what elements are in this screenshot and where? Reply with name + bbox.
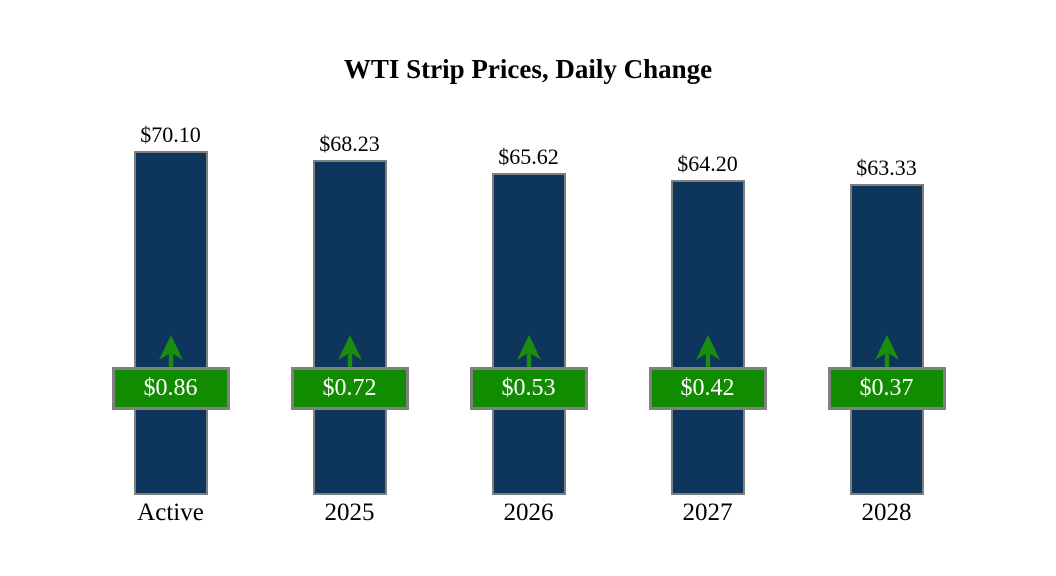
up-arrow-icon bbox=[695, 335, 720, 367]
price-bar bbox=[133, 151, 208, 495]
category-label: 2027 bbox=[682, 499, 733, 526]
chart-column-2028: $63.33 $0.37 2028 bbox=[797, 0, 976, 576]
up-arrow-icon bbox=[337, 335, 362, 367]
bar-value-label: $63.33 bbox=[856, 155, 917, 180]
bar-value-label: $65.62 bbox=[498, 144, 559, 169]
daily-change-value: $0.86 bbox=[143, 375, 198, 401]
bar-value-label: $68.23 bbox=[319, 131, 380, 156]
bar-value-label: $70.10 bbox=[140, 122, 201, 147]
daily-change-value: $0.53 bbox=[501, 375, 556, 401]
up-arrow-icon bbox=[874, 335, 899, 367]
category-label: 2025 bbox=[324, 499, 375, 526]
daily-change-value: $0.72 bbox=[322, 375, 377, 401]
category-label: 2028 bbox=[861, 499, 912, 526]
bar-value-label: $64.20 bbox=[677, 151, 738, 176]
chart-column-2026: $65.62 $0.53 2026 bbox=[439, 0, 618, 576]
chart-column-2027: $64.20 $0.42 2027 bbox=[618, 0, 797, 576]
up-arrow-icon bbox=[158, 335, 183, 367]
plot-area: $70.10 $0.86 Active $68.23 $0.72 2025 bbox=[81, 0, 976, 576]
daily-change-badge: $0.37 bbox=[827, 367, 946, 410]
chart-column-2025: $68.23 $0.72 2025 bbox=[260, 0, 439, 576]
daily-change-badge: $0.53 bbox=[469, 367, 588, 410]
price-bar bbox=[491, 173, 566, 495]
daily-change-value: $0.37 bbox=[859, 375, 914, 401]
category-label: 2026 bbox=[503, 499, 554, 526]
up-arrow-icon bbox=[516, 335, 541, 367]
daily-change-badge: $0.42 bbox=[648, 367, 767, 410]
daily-change-value: $0.42 bbox=[680, 375, 735, 401]
daily-change-badge: $0.86 bbox=[111, 367, 230, 410]
price-bar bbox=[312, 160, 387, 495]
daily-change-badge: $0.72 bbox=[290, 367, 409, 410]
chart-column-active: $70.10 $0.86 Active bbox=[81, 0, 260, 576]
chart-title: WTI Strip Prices, Daily Change bbox=[343, 54, 713, 84]
category-label: Active bbox=[137, 499, 204, 526]
